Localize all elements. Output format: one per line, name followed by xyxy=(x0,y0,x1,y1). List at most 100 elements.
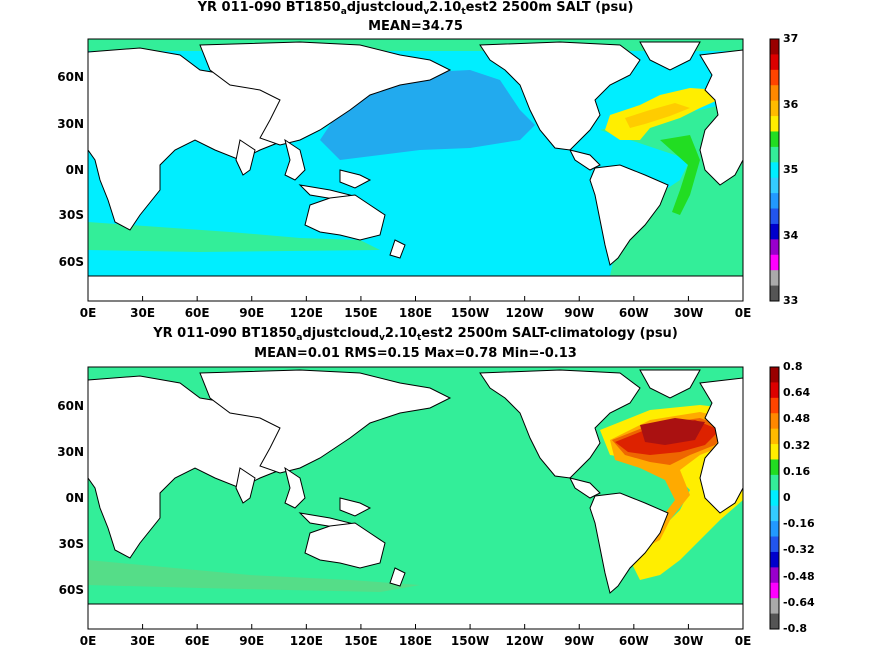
cbar2-swatch-5 xyxy=(770,444,779,460)
cbar1-swatch-12 xyxy=(770,223,779,240)
p1-xlabel-12: 0E xyxy=(734,306,752,320)
cbar1-frame xyxy=(769,38,780,302)
p1-ylabel-60N: 60N xyxy=(57,70,84,84)
south-band-2 xyxy=(88,560,420,592)
cbar1-swatch-13 xyxy=(770,239,779,256)
p1-xlabel-3: 90E xyxy=(239,306,265,320)
land-2 xyxy=(88,369,743,629)
cbar2-label-8: -0.48 xyxy=(783,569,815,583)
p1-xlabel-11: 30W xyxy=(673,306,704,320)
cbar2-swatch-8 xyxy=(770,490,779,507)
p1-ylabel-0N: 0N xyxy=(65,163,84,177)
p1-xlabel-10: 60W xyxy=(618,306,649,320)
cbar2-label-3: 0.32 xyxy=(783,438,811,452)
p1-xlabel-1: 30E xyxy=(130,306,156,320)
p2-ylabel-30S: 30S xyxy=(58,537,84,551)
cbar2-swatch-12 xyxy=(770,551,779,568)
p2-ylabel-60N: 60N xyxy=(57,399,84,413)
cbar2-swatch-9 xyxy=(770,505,779,522)
p2-xlabel-4: 120E xyxy=(289,634,323,648)
cbar2-swatch-15 xyxy=(770,598,779,615)
p2-xlabel-1: 30E xyxy=(130,634,156,648)
cbar1-swatch-11 xyxy=(770,208,779,225)
panel2-stats: MEAN=0.01 RMS=0.15 Max=0.78 Min=-0.13 xyxy=(254,346,577,361)
cbar2-swatch-10 xyxy=(770,521,779,538)
map-panel-2 xyxy=(88,367,743,629)
cbar1-swatch-16 xyxy=(770,285,779,302)
cbar2-swatch-11 xyxy=(770,536,779,553)
cbar2-label-2: 0.48 xyxy=(783,412,811,426)
atl-green-strip xyxy=(660,135,700,215)
cbar1-swatch-8 xyxy=(770,162,779,179)
cbar1-swatch-5 xyxy=(770,116,779,132)
p1-xlabel-4: 120E xyxy=(289,306,323,320)
cbar1-label-2: 35 xyxy=(783,163,799,176)
p2-ylabel-30N: 30N xyxy=(57,445,84,459)
p2-xlabel-11: 30W xyxy=(673,634,704,648)
atl-anom-5 xyxy=(640,418,705,445)
cbar2-swatch-7 xyxy=(770,474,779,491)
atl-salty-core xyxy=(625,103,690,128)
cbar1-swatch-7 xyxy=(770,146,779,163)
p2-xlabel-10: 60W xyxy=(618,634,649,648)
cbar2-label-10: -0.8 xyxy=(783,622,808,635)
cbar2-frame xyxy=(769,366,780,630)
p2-ylabel-60S: 60S xyxy=(58,583,84,597)
p2-xlabel-3: 90E xyxy=(239,634,265,648)
cbar2-label-5: 0 xyxy=(783,491,791,504)
p2-xlabel-8: 120W xyxy=(505,634,544,648)
p1-ylabel-30S: 30S xyxy=(58,208,84,222)
cbar1-swatch-6 xyxy=(770,131,779,148)
cbar1-swatch-2 xyxy=(770,69,779,86)
panel2-title: YR 011-090 BT1850adjustcloudv2.10test2 2… xyxy=(153,326,678,343)
panel1-title: YR 011-090 BT1850adjustcloudv2.10test2 2… xyxy=(197,0,634,17)
panel1-stats: MEAN=34.75 xyxy=(368,19,463,34)
cbar1-swatch-0 xyxy=(770,39,779,55)
cbar2-swatch-16 xyxy=(770,613,779,630)
cbar1-label-1: 36 xyxy=(783,97,799,111)
p2-xlabel-2: 60E xyxy=(184,634,210,648)
south-indian-band xyxy=(88,222,380,252)
p2-xlabel-9: 90W xyxy=(564,634,595,648)
map-panel-1 xyxy=(88,39,743,301)
cbar2-label-1: 0.64 xyxy=(783,386,811,400)
cbar2-swatch-2 xyxy=(770,397,779,414)
cbar1-swatch-14 xyxy=(770,254,779,271)
land xyxy=(88,41,743,301)
cbar2-swatch-4 xyxy=(770,428,779,445)
cbar1-swatch-3 xyxy=(770,85,779,102)
colorbar-1 xyxy=(769,38,780,302)
p1-ylabel-60S: 60S xyxy=(58,255,84,269)
cbar2-swatch-3 xyxy=(770,413,779,430)
p2-xlabel-6: 180E xyxy=(398,634,433,648)
cbar2-label-7: -0.32 xyxy=(783,543,815,557)
colorbar-2 xyxy=(769,366,780,630)
cbar2-swatch-13 xyxy=(770,567,779,584)
cbar1-label-0: 37 xyxy=(783,32,799,45)
cbar2-swatch-1 xyxy=(770,382,779,399)
p1-xlabel-2: 60E xyxy=(184,306,210,320)
p1-xlabel-0: 0E xyxy=(79,306,97,320)
cbar2-swatch-6 xyxy=(770,459,779,476)
p1-ylabel-30N: 30N xyxy=(57,117,84,131)
cbar2-label-4: 0.16 xyxy=(783,464,811,478)
p2-ylabel-0N: 0N xyxy=(65,491,84,505)
cbar2-label-6: -0.16 xyxy=(783,517,815,531)
cbar2-label-9: -0.64 xyxy=(783,595,815,609)
cbar2-swatch-0 xyxy=(770,367,779,383)
p2-xlabel-12: 0E xyxy=(734,634,752,648)
p1-xlabel-6: 180E xyxy=(398,306,433,320)
cbar1-label-4: 33 xyxy=(783,294,799,307)
p2-xlabel-5: 150E xyxy=(344,634,378,648)
cbar2-label-0: 0.8 xyxy=(783,360,803,373)
p1-xlabel-7: 150W xyxy=(450,306,490,320)
p1-xlabel-8: 120W xyxy=(505,306,544,320)
cbar1-swatch-15 xyxy=(770,270,779,287)
p1-xlabel-5: 150E xyxy=(344,306,378,320)
cbar1-swatch-1 xyxy=(770,54,779,71)
cbar1-label-3: 34 xyxy=(783,228,799,242)
cbar2-swatch-14 xyxy=(770,582,779,599)
p2-xlabel-0: 0E xyxy=(79,634,97,648)
cbar1-swatch-10 xyxy=(770,193,779,210)
